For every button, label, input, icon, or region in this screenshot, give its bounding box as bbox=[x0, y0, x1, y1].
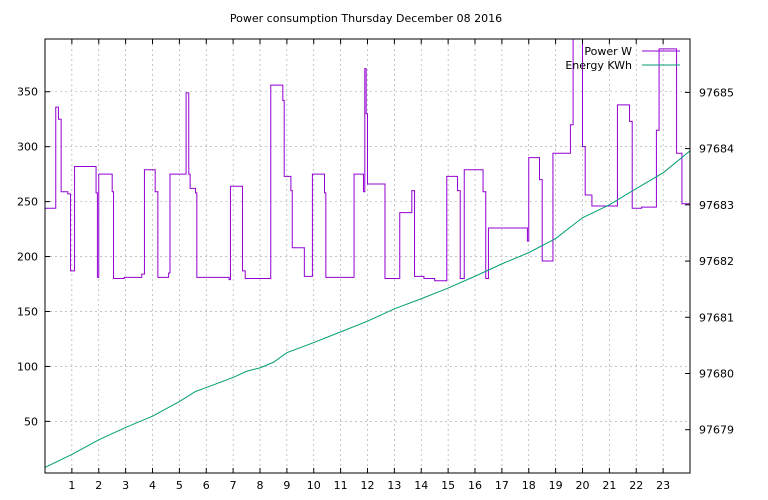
x-tick-label: 18 bbox=[522, 479, 536, 492]
y-right-tick-label: 97684 bbox=[699, 143, 734, 156]
x-tick-label: 14 bbox=[414, 479, 428, 492]
series-line-energy bbox=[45, 150, 690, 468]
x-tick-label: 11 bbox=[334, 479, 348, 492]
y-left-tick-label: 100 bbox=[17, 360, 38, 373]
x-tick-label: 2 bbox=[95, 479, 102, 492]
y-left-tick-label: 300 bbox=[17, 141, 38, 154]
series-line-power bbox=[45, 39, 690, 282]
y-right-tick-label: 97683 bbox=[699, 199, 734, 212]
x-tick-label: 8 bbox=[257, 479, 264, 492]
x-tick-label: 16 bbox=[468, 479, 482, 492]
x-tick-label: 13 bbox=[387, 479, 401, 492]
grid-layer bbox=[45, 39, 690, 473]
x-tick-label: 4 bbox=[149, 479, 156, 492]
legend-label-power: Power W bbox=[584, 45, 632, 58]
x-tick-label: 10 bbox=[307, 479, 321, 492]
legend: Power W Energy KWh bbox=[565, 45, 680, 72]
x-tick-label: 22 bbox=[629, 479, 643, 492]
x-tick-label: 3 bbox=[122, 479, 129, 492]
series-layer bbox=[45, 39, 690, 468]
x-tick-label: 15 bbox=[441, 479, 455, 492]
y-right-tick-label: 97680 bbox=[699, 367, 734, 380]
x-tick-label: 7 bbox=[230, 479, 237, 492]
x-tick-label: 23 bbox=[656, 479, 670, 492]
tick-layer: 1 2 3 4 5 6 7 8 9 10 11 12 13 14 15 16 17 18 19 20 21 22 23501… bbox=[17, 39, 734, 492]
y-right-tick-label: 97682 bbox=[699, 255, 734, 268]
x-tick-label: 12 bbox=[361, 479, 375, 492]
x-tick-label: 9 bbox=[283, 479, 290, 492]
x-tick-label: 21 bbox=[602, 479, 616, 492]
x-tick-label: 1 bbox=[68, 479, 75, 492]
chart-title: Power consumption Thursday December 08 2… bbox=[230, 12, 502, 25]
y-left-tick-label: 350 bbox=[17, 86, 38, 99]
y-left-tick-label: 50 bbox=[24, 415, 38, 428]
x-tick-label: 20 bbox=[576, 479, 590, 492]
y-left-tick-label: 200 bbox=[17, 251, 38, 264]
y-right-tick-label: 97681 bbox=[699, 311, 734, 324]
y-left-tick-label: 150 bbox=[17, 305, 38, 318]
x-tick-label: 19 bbox=[549, 479, 563, 492]
y-right-tick-label: 97679 bbox=[699, 424, 734, 437]
x-tick-label: 5 bbox=[176, 479, 183, 492]
x-tick-label: 17 bbox=[495, 479, 509, 492]
y-left-tick-label: 250 bbox=[17, 196, 38, 209]
x-tick-label: 6 bbox=[203, 479, 210, 492]
y-right-tick-label: 97685 bbox=[699, 86, 734, 99]
legend-label-energy: Energy KWh bbox=[565, 59, 632, 72]
